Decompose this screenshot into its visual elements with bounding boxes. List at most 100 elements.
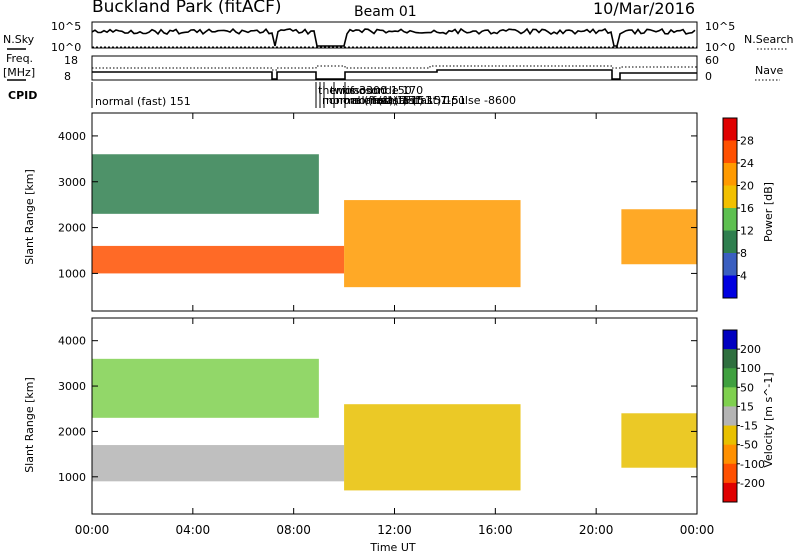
power-data-layer [92, 154, 697, 288]
velocity-y-axis: 1000 2000 3000 4000 [58, 335, 697, 484]
colorbar-tick-label: 24 [740, 157, 754, 170]
mhz-label: [MHz] [3, 66, 35, 79]
colorbar-tick-label: 100 [740, 362, 761, 375]
n-search-label: N.Search [744, 33, 794, 46]
echo-region [621, 413, 697, 468]
freq-tick-top: 18 [64, 54, 78, 67]
y-tick-label: 2000 [58, 222, 86, 235]
colorbar-tick-label: 15 [740, 400, 754, 413]
colorbar-swatch [723, 185, 737, 209]
colorbar-frame [722, 329, 738, 503]
colorbar-tick-label: 200 [740, 343, 761, 356]
date-title: 10/Mar/2016 [593, 0, 695, 18]
colorbar-tick-label: 50 [740, 381, 754, 394]
colorbar-swatch [723, 463, 737, 484]
x-tick-label: 16:00 [478, 523, 513, 537]
colorbar-tick-label: 16 [740, 202, 754, 215]
colorbar-swatch [723, 140, 737, 164]
y-tick-label: 3000 [58, 176, 86, 189]
x-tick-label: 08:00 [276, 523, 311, 537]
cpid-label: CPID [8, 89, 37, 102]
noise-left-tick-bottom: 10^0 [51, 41, 81, 54]
power-colorbar-label: Power [dB] [762, 182, 775, 242]
colorbar-swatch [723, 387, 737, 407]
cpid-segment-4: normal (fast) 151 [326, 94, 422, 107]
y-tick-label: 3000 [58, 380, 86, 393]
nave-tick-bottom: 0 [705, 70, 712, 83]
power-colorbar: 28 24 20 16 12 8 4 [722, 117, 754, 299]
x-tick-label: 12:00 [377, 523, 412, 537]
colorbar-tick-label: 28 [740, 135, 754, 148]
echo-region [92, 358, 319, 418]
colorbar-swatch [723, 118, 737, 141]
power-y-axis: 1000 2000 3000 4000 [58, 130, 697, 280]
colorbar-swatch [723, 230, 737, 254]
cpid-segment-6: twofsound 150 [330, 84, 412, 97]
x-tick-label: 00:00 [75, 523, 110, 537]
freq-series [92, 69, 697, 80]
colorbar-tick-label: 4 [740, 270, 747, 283]
noise-left-tick-top: 10^5 [51, 20, 81, 33]
colorbar-swatch [723, 368, 737, 388]
beam-title: Beam 01 [354, 4, 417, 20]
cpid-segment-2: themis 3300 [318, 84, 387, 97]
velocity-data-layer [92, 358, 697, 491]
colorbar-swatch [723, 349, 737, 369]
noise-right-tick-top: 10^5 [705, 20, 735, 33]
x-tick-label: 20:00 [579, 523, 614, 537]
y-tick-label: 1000 [58, 471, 86, 484]
colorbar-swatch [723, 163, 737, 186]
time-x-axis: 00:00 04:00 08:00 12:00 16:00 20:00 00:00 [75, 113, 715, 537]
cpid-panel: CPID normal (fast) 151 themis 3300 norma… [8, 82, 516, 108]
colorbar-swatch [723, 444, 737, 465]
cpid-segment-7: ionosonde 170 [342, 84, 423, 97]
colorbar-swatch [723, 425, 737, 446]
noise-sky-series [91, 27, 696, 47]
echo-region [92, 154, 319, 214]
cpid-segment-1: normal (fast) 151 [95, 95, 191, 108]
colorbar-tick-label: -100 [740, 458, 765, 471]
noise-panel-frame [91, 21, 698, 49]
cpid-segment-3: normal (fast) 151 [322, 94, 418, 107]
nave-tick-top: 60 [705, 54, 719, 67]
cpid-segment-5: normal (fast) 151 [336, 94, 432, 107]
echo-region [344, 404, 521, 491]
velocity-colorbar: 200 100 50 15 -15 -50 -100 -200 [722, 329, 765, 503]
colorbar-swatch [723, 330, 737, 350]
n-sky-label: N.Sky [3, 33, 35, 46]
x-tick-label: 04:00 [176, 523, 211, 537]
x-tick-label: 00:00 [680, 523, 715, 537]
colorbar-swatch [723, 208, 737, 231]
echo-region [344, 200, 521, 288]
freq-tick-bottom: 8 [64, 70, 71, 83]
colorbar-swatch [723, 482, 737, 503]
nave-label: Nave [755, 64, 783, 77]
station-title: Buckland Park (fitACF) [92, 0, 282, 17]
velocity-colorbar-label: Velocity [m s^-1] [762, 372, 775, 467]
velocity-ylabel: Slant Range [km] [23, 377, 36, 473]
x-axis-label: Time UT [369, 541, 415, 554]
colorbar-swatch [723, 253, 737, 276]
freq-panel: Freq. [MHz] 18 8 60 0 Nave [3, 52, 783, 83]
colorbar-tick-label: 12 [740, 225, 754, 238]
colorbar-tick-label: 8 [740, 247, 747, 260]
freq-panel-frame [91, 55, 698, 81]
y-tick-label: 4000 [58, 130, 86, 143]
echo-region [621, 209, 697, 265]
noise-panel: N.Sky 10^5 10^0 10^5 10^0 N.Search [3, 20, 794, 54]
freq-label: Freq. [6, 52, 33, 65]
colorbar-swatch [723, 275, 737, 299]
power-panel: 1000 2000 3000 4000 Slant Range [km] 28 24 20… [23, 112, 775, 312]
colorbar-tick-label: -15 [740, 420, 758, 433]
y-tick-label: 4000 [58, 335, 86, 348]
cpid-segment-8: normal (fast) 151 [352, 94, 448, 107]
y-tick-label: 2000 [58, 425, 86, 438]
colorbar-swatch [723, 406, 737, 427]
y-tick-label: 1000 [58, 267, 86, 280]
power-ylabel: Slant Range [km] [23, 169, 36, 265]
nave-series [92, 65, 697, 71]
cpid-segment-10: 7-pulse -8600 [440, 94, 516, 107]
colorbar-tick-label: 20 [740, 180, 754, 193]
echo-region [92, 445, 345, 482]
